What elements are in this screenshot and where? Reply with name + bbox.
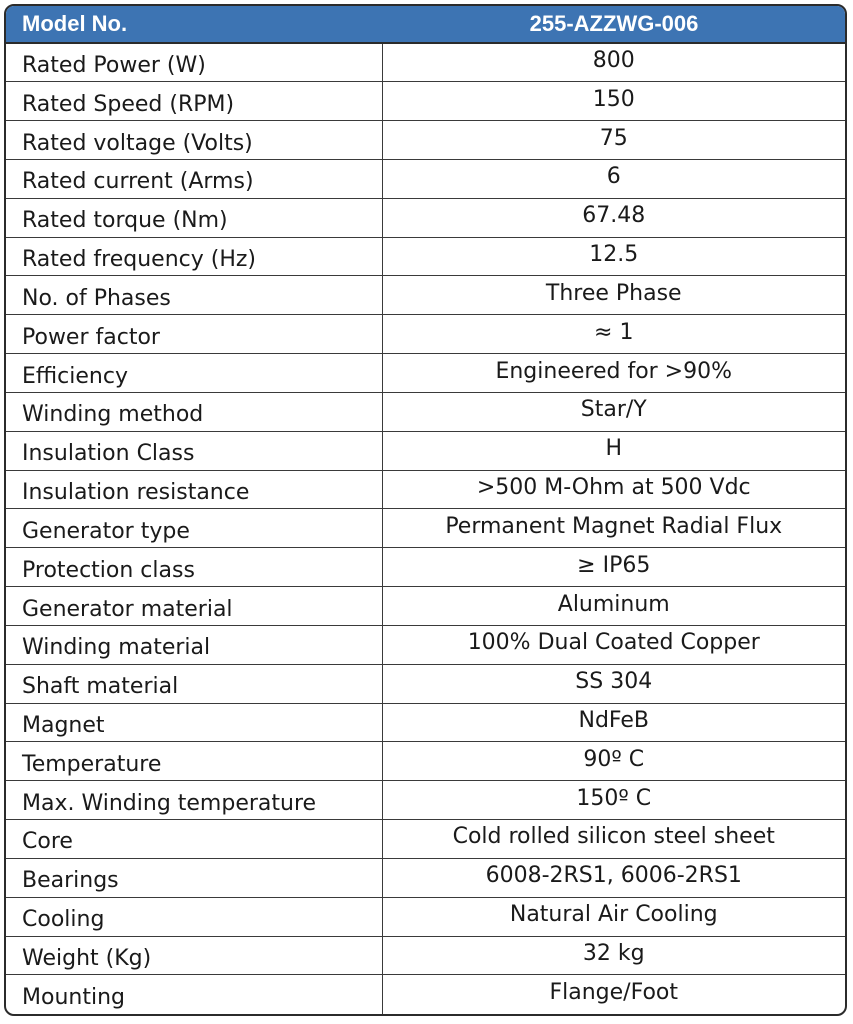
- table-row: Core Cold rolled silicon steel sheet: [6, 819, 845, 859]
- spec-value: 32 kg: [382, 936, 845, 976]
- spec-label: Efficiency: [6, 353, 383, 393]
- table-row: Rated voltage (Volts) 75: [6, 120, 845, 160]
- spec-value: NdFeB: [382, 703, 845, 743]
- spec-value: 90º C: [382, 741, 845, 782]
- spec-value: 100% Dual Coated Copper: [382, 625, 845, 665]
- spec-label: Rated Power (W): [6, 43, 383, 83]
- spec-label: Insulation resistance: [6, 470, 383, 510]
- table-row: Winding material 100% Dual Coated Copper: [6, 625, 845, 665]
- spec-label: Protection class: [6, 547, 383, 588]
- spec-label: Generator material: [6, 586, 383, 626]
- spec-table-frame: Model No. 255-AZZWG-006 Rated Power (W) 8…: [4, 4, 847, 1016]
- table-row: Temperature 90º C: [6, 741, 845, 782]
- table-row: Max. Winding temperature 150º C: [6, 780, 845, 821]
- spec-label: Cooling: [6, 897, 383, 937]
- table-header-row: Model No. 255-AZZWG-006: [6, 6, 845, 44]
- spec-label: No. of Phases: [6, 275, 383, 316]
- table-row: Shaft material SS 304: [6, 664, 845, 704]
- table-row: Generator type Permanent Magnet Radial Fl…: [6, 508, 845, 549]
- spec-label: Power factor: [6, 314, 383, 355]
- spec-value: Engineered for >90%: [382, 353, 845, 393]
- spec-value: 67.48: [382, 198, 845, 238]
- spec-label: Bearings: [6, 858, 383, 898]
- spec-label: Mounting: [6, 974, 383, 1014]
- spec-label: Insulation Class: [6, 431, 383, 471]
- spec-value: 75: [382, 120, 845, 160]
- header-model-number: 255-AZZWG-006: [382, 6, 845, 44]
- spec-label: Rated frequency (Hz): [6, 237, 383, 277]
- table-row: Protection class ≥ IP65: [6, 547, 845, 588]
- spec-value: Flange/Foot: [549, 980, 679, 1006]
- table-row: Rated Speed (RPM) 150: [6, 81, 845, 122]
- spec-label: Winding method: [6, 392, 383, 432]
- spec-value: 12.5: [382, 237, 845, 277]
- spec-label: Rated Speed (RPM): [6, 81, 383, 122]
- table-row: Rated frequency (Hz) 12.5: [6, 237, 845, 277]
- spec-value: 6: [382, 159, 845, 199]
- spec-label: Max. Winding temperature: [6, 780, 383, 821]
- table-row: Efficiency Engineered for >90%: [6, 353, 845, 393]
- spec-value: SS 304: [382, 664, 845, 704]
- spec-label: Rated voltage (Volts): [6, 120, 383, 160]
- table-row: Insulation resistance >500 M-Ohm at 500 V…: [6, 470, 845, 510]
- spec-value: Star/Y: [382, 392, 845, 432]
- table-row: Winding method Star/Y: [6, 392, 845, 432]
- spec-table-body: Rated Power (W) 800 Rated Speed (RPM) 150 Ra…: [6, 43, 845, 1014]
- table-row: Insulation Class H: [6, 431, 845, 471]
- spec-value: H: [382, 431, 845, 471]
- spec-label: Rated torque (Nm): [6, 198, 383, 238]
- spec-value: >500 M-Ohm at 500 Vdc: [382, 470, 845, 510]
- spec-label: Generator type: [6, 508, 383, 549]
- spec-value: 6008-2RS1, 6006-2RS1: [382, 858, 845, 898]
- header-label: Model No.: [6, 6, 383, 44]
- table-row: Magnet NdFeB: [6, 703, 845, 743]
- spec-label: Weight (Kg): [6, 936, 383, 976]
- spec-value: ≥ IP65: [382, 547, 845, 588]
- spec-label: Rated current (Arms): [6, 159, 383, 199]
- spec-value: Aluminum: [382, 586, 845, 626]
- spec-value: Natural Air Cooling: [382, 897, 845, 937]
- spec-value: 150: [382, 81, 845, 122]
- spec-label: Magnet: [6, 703, 383, 743]
- spec-label: Temperature: [6, 741, 383, 782]
- spec-label: Core: [6, 819, 383, 859]
- spec-value: ≈ 1: [382, 314, 845, 355]
- table-row: No. of Phases Three Phase: [6, 275, 845, 316]
- spec-value: Permanent Magnet Radial Flux: [382, 508, 845, 549]
- spec-label: Shaft material: [6, 664, 383, 704]
- spec-value: 800: [382, 43, 845, 83]
- table-row: Rated torque (Nm) 67.48: [6, 198, 845, 238]
- spec-value: Three Phase: [382, 275, 845, 316]
- table-row: Weight (Kg) 32 kg: [6, 936, 845, 976]
- spec-value: Cold rolled silicon steel sheet: [382, 819, 845, 859]
- table-row: Cooling Natural Air Cooling: [6, 897, 845, 937]
- spec-label: Winding material: [6, 625, 383, 665]
- table-row: Mounting Flange/Foot: [6, 974, 845, 1014]
- table-row: Bearings 6008-2RS1, 6006-2RS1: [6, 858, 845, 898]
- spec-table: Model No. 255-AZZWG-006 Rated Power (W) 8…: [6, 6, 845, 1014]
- spec-value: 150º C: [382, 780, 845, 821]
- table-row: Rated current (Arms) 6: [6, 159, 845, 199]
- table-row: Generator material Aluminum: [6, 586, 845, 626]
- table-row: Power factor ≈ 1: [6, 314, 845, 355]
- table-row: Rated Power (W) 800: [6, 43, 845, 83]
